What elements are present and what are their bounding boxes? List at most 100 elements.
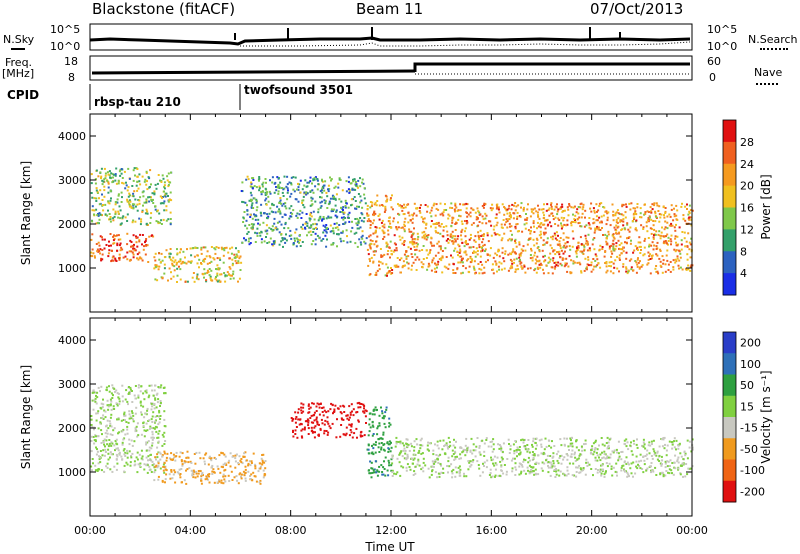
power-cell [214, 252, 217, 255]
power-cell [108, 213, 111, 215]
power-cell [628, 259, 631, 262]
velocity-cell [307, 433, 310, 435]
power-cell [281, 237, 284, 239]
power-cell [300, 217, 303, 219]
power-cell [360, 243, 363, 246]
velocity-cell [387, 450, 390, 453]
velocity-cell [590, 449, 593, 451]
power-cell [169, 258, 172, 261]
power-cell [496, 233, 499, 236]
velocity-cell [652, 439, 655, 442]
power-cell [690, 237, 693, 240]
power-cell [322, 216, 325, 218]
velocity-cell [426, 448, 429, 451]
power-cell [347, 213, 350, 216]
power-cell [147, 261, 150, 263]
power-cell [468, 265, 471, 268]
power-cell [403, 253, 406, 256]
velocity-cell [685, 463, 688, 465]
power-cell [425, 235, 428, 237]
power-cell [383, 226, 386, 229]
power-cell [529, 215, 532, 218]
power-cell [216, 268, 219, 271]
power-cell [593, 248, 596, 251]
power-cell [95, 169, 98, 172]
power-cell [176, 248, 178, 251]
power-cell [382, 230, 385, 233]
power-cell [97, 241, 100, 244]
power-cell [654, 233, 657, 236]
power-cell [514, 227, 517, 230]
velocity-cell [403, 444, 406, 447]
power-cell [507, 207, 510, 210]
power-cell [271, 243, 274, 246]
velocity-cell [496, 456, 499, 459]
velocity-cell [384, 426, 387, 429]
power-cell [546, 237, 549, 240]
power-cell [343, 211, 346, 214]
power-cell [402, 213, 405, 216]
power-cell [119, 174, 122, 177]
power-cell [665, 235, 667, 238]
power-cell [267, 195, 270, 198]
velocity-cell [485, 466, 488, 469]
power-cell [580, 243, 583, 246]
velocity-cell [505, 470, 508, 473]
velocity-cell [207, 473, 209, 476]
power-cell [472, 251, 475, 254]
power-cell [93, 209, 96, 212]
power-cell [533, 231, 536, 233]
velocity-cell [532, 440, 535, 443]
power-cell [687, 232, 690, 235]
velocity-cell [435, 454, 438, 456]
velocity-cell [95, 435, 97, 438]
velocity-cell [398, 453, 401, 456]
power-cell [255, 186, 258, 189]
power-cell [565, 236, 568, 239]
power-cell [509, 258, 512, 261]
velocity-cell [294, 411, 297, 414]
velocity-cell [373, 468, 376, 471]
power-cell [112, 235, 115, 238]
power-cell [342, 218, 345, 221]
power-cell [501, 268, 503, 271]
power-cell [407, 211, 410, 214]
power-cell [422, 258, 425, 260]
power-cell [277, 177, 280, 179]
velocity-cell [668, 472, 671, 475]
velocity-cell [244, 471, 247, 474]
power-cell [669, 261, 672, 263]
velocity-cell [158, 421, 161, 424]
power-cell [172, 256, 175, 259]
power-cell [332, 242, 335, 245]
power-cell [416, 256, 419, 259]
velocity-cell [451, 476, 454, 479]
power-cell [204, 257, 207, 260]
velocity-cell [368, 418, 371, 421]
power-cell [437, 260, 440, 263]
power-cell [673, 226, 676, 229]
power-cell [312, 240, 315, 242]
power-cell [522, 209, 525, 212]
power-cell [361, 181, 363, 184]
power-cell [161, 202, 164, 205]
power-cell [672, 268, 675, 271]
power-cell [162, 202, 165, 205]
power-cell [673, 215, 676, 218]
power-cell [245, 178, 248, 181]
velocity-cell [436, 444, 439, 447]
power-cell [666, 227, 669, 230]
power-cell [269, 179, 271, 182]
velocity-cell [99, 406, 102, 409]
power-cell [119, 217, 122, 220]
power-cell [474, 211, 477, 214]
velocity-cell [224, 475, 227, 478]
velocity-cell [237, 462, 240, 464]
power-cell [588, 247, 591, 250]
velocity-cell [143, 435, 146, 438]
power-cell [453, 238, 456, 241]
velocity-cell [684, 452, 687, 455]
power-cell [94, 178, 97, 181]
power-cell [488, 220, 490, 223]
power-cell [339, 211, 342, 213]
